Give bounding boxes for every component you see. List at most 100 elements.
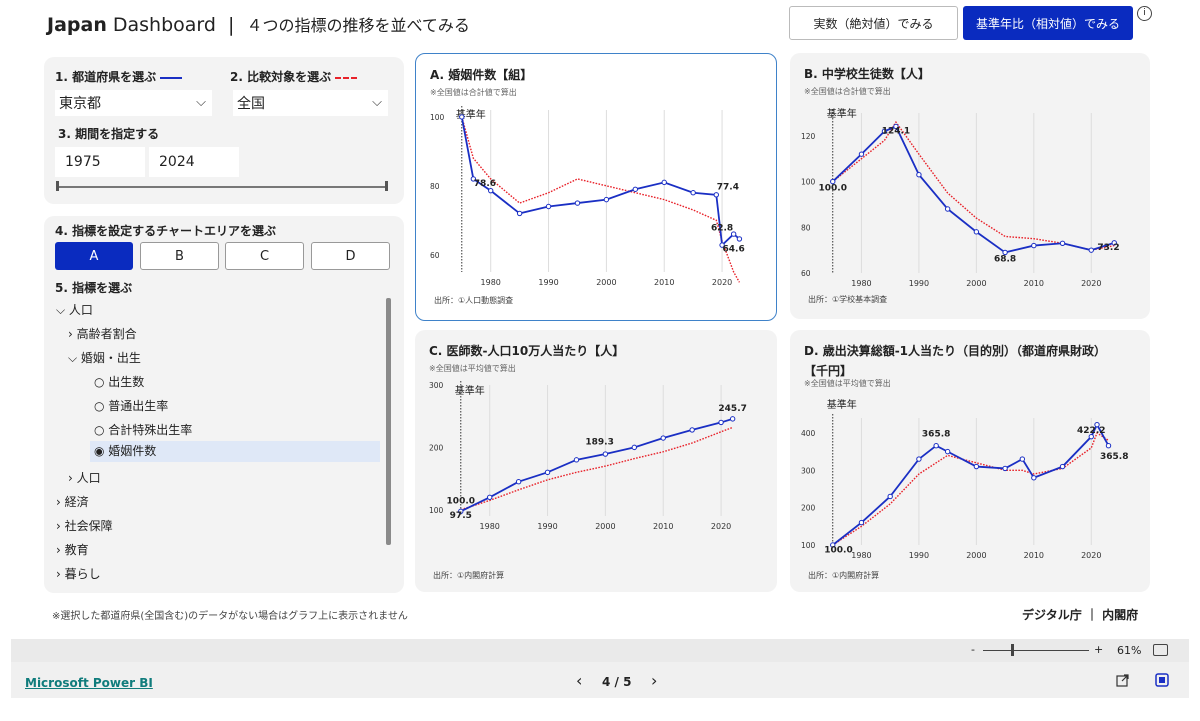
zoom-slider-track[interactable] (983, 650, 1089, 651)
series-tokyo-point (973, 463, 980, 470)
data-label: 189.3 (585, 437, 613, 447)
series-tokyo-point (830, 542, 836, 548)
prefecture-select[interactable]: 東京都 ⌵ (55, 90, 212, 116)
series-tokyo-line (460, 418, 733, 513)
series-national-line (832, 431, 1109, 546)
period-slider-end-handle[interactable] (385, 181, 388, 191)
chart-b-svg: 1980 1990 2000 2010 2020 120 100 80 60 基準年 100.0 12… (801, 107, 1120, 288)
series-tokyo-point (713, 192, 719, 198)
tree-item-elderly-ratio[interactable]: › 高齢者割合 (68, 327, 137, 341)
tree-item-living[interactable]: › 暮らし (56, 567, 101, 581)
step3-label: 3. 期間を指定する (58, 127, 160, 141)
area-c-button[interactable]: C (225, 242, 304, 270)
y-tick-label: 200 (801, 504, 816, 513)
data-label: 100.0 (819, 184, 847, 194)
area-b-button[interactable]: B (140, 242, 219, 270)
tree-item-births[interactable]: ○ 出生数 (94, 375, 145, 389)
series-tokyo-point (973, 229, 980, 235)
chart-card-c[interactable]: C. 医師数-人口10万人当たり【人】 ※全国値は平均値で算出 1980 1990… (415, 330, 777, 592)
series-tokyo-point (729, 416, 736, 422)
x-tick-label: 2010 (653, 522, 673, 531)
series-tokyo-point (730, 231, 737, 237)
data-label: 97.5 (450, 511, 472, 521)
series-tokyo-point (515, 478, 522, 485)
period-slider-start-handle[interactable] (56, 181, 59, 191)
chart-card-a[interactable]: A. 婚姻件数【組】 ※全国値は合計値で算出 1980 1990 2000 2010 2… (415, 53, 777, 321)
period-slider-track[interactable] (58, 186, 387, 188)
chart-c-note: ※全国値は平均値で算出 (429, 364, 516, 373)
series-tokyo-point (661, 179, 667, 186)
series-tokyo-point (631, 444, 638, 451)
tree-item-economy[interactable]: › 経済 (56, 495, 89, 509)
series-tokyo-point (459, 114, 465, 120)
zoom-slider-handle[interactable] (1011, 644, 1014, 656)
chart-card-d[interactable]: D. 歳出決算総額-1人当たり（目的別）（都道府県財政） 【千円】 ※全国値は平… (790, 330, 1150, 592)
credit: デジタル庁 ｜ 内閣府 (1022, 608, 1139, 622)
zoom-out-button[interactable]: - (971, 643, 975, 656)
start-year-input[interactable]: 1975 (55, 147, 145, 177)
chart-d-source: 出所：①内閣府計算 (808, 571, 880, 580)
compare-select-value: 全国 (237, 96, 265, 112)
series-tokyo-point (458, 508, 464, 515)
next-page-icon[interactable]: › (651, 671, 658, 690)
tree-scrollbar[interactable] (386, 298, 391, 545)
tree-item-education[interactable]: › 教育 (56, 543, 89, 557)
tree-item-total-fertility-rate[interactable]: ○ 合計特殊出生率 (94, 423, 193, 437)
x-tick-label: 2020 (711, 522, 731, 531)
actual-values-button[interactable]: 実数（絶対値）でみる (789, 6, 958, 40)
y-tick-label: 100 (801, 541, 816, 550)
chart-card-b[interactable]: B. 中学校生徒数【人】 ※全国値は合計値で算出 1980 1990 2000 201… (790, 53, 1150, 319)
data-label: 245.7 (718, 404, 746, 414)
series-tokyo-point (893, 123, 899, 130)
series-tokyo-point (689, 427, 695, 433)
series-tokyo-point (1088, 247, 1094, 253)
chart-b-note: ※全国値は合計値で算出 (804, 87, 891, 96)
info-icon[interactable]: i (1137, 6, 1152, 21)
tree-item-crude-birth-rate[interactable]: ○ 普通出生率 (94, 399, 169, 413)
area-a-button[interactable]: A (55, 242, 133, 270)
y-tick-label: 300 (801, 466, 816, 475)
compare-select[interactable]: 全国 ⌵ (233, 90, 388, 116)
share-icon[interactable] (1116, 673, 1130, 687)
series-tokyo-point (1002, 249, 1008, 256)
y-tick-label: 60 (430, 251, 440, 260)
relative-values-button[interactable]: 基準年比（相対値）でみる (963, 6, 1133, 40)
power-bi-link[interactable]: Microsoft Power BI (25, 676, 153, 690)
series-tokyo-point (1105, 443, 1112, 449)
end-year-input[interactable]: 2024 (149, 147, 239, 177)
tree-item-population-sub[interactable]: › 人口 (68, 471, 101, 485)
series-tokyo-point (916, 172, 922, 178)
series-tokyo-point (858, 519, 865, 526)
series-tokyo-point (603, 196, 610, 203)
tree-item-population[interactable]: ⌵ 人口 (56, 303, 93, 317)
tree-item-marriages-selected[interactable]: ◉ 婚姻件数 (90, 441, 380, 462)
fit-to-page-icon[interactable] (1153, 644, 1168, 656)
x-tick-label: 2000 (966, 279, 986, 288)
series-tokyo-line (460, 116, 741, 248)
x-tick-label: 1980 (851, 279, 871, 288)
series-tokyo-point (718, 419, 724, 426)
fullscreen-icon[interactable] (1155, 673, 1169, 687)
data-label: 100.0 (447, 497, 475, 507)
x-tick-label: 2000 (966, 551, 986, 560)
chevron-down-icon: ⌵ (372, 95, 382, 110)
x-tick-label: 1980 (480, 522, 500, 531)
zoom-in-button[interactable]: + (1094, 643, 1104, 656)
indicator-panel: 4. 指標を設定するチャートエリアを選ぶ A B C D 5. 指標を選ぶ ⌵ … (44, 216, 404, 593)
tree-item-marriage-birth[interactable]: ⌵ 婚姻・出生 (68, 351, 141, 365)
series-tokyo-point (858, 151, 865, 157)
data-label: 365.8 (922, 430, 950, 440)
x-tick-label: 2010 (654, 278, 674, 287)
y-tick-label: 100 (430, 113, 445, 122)
data-label: 73.2 (1097, 243, 1119, 253)
prev-page-icon[interactable]: ‹ (576, 671, 583, 690)
area-d-button[interactable]: D (311, 242, 390, 270)
series-tokyo-point (602, 451, 609, 457)
series-tokyo-point (516, 210, 523, 217)
x-tick-label: 2000 (596, 278, 616, 287)
page-indicator: 4 / 5 (602, 675, 632, 689)
step4-label: 4. 指標を設定するチャートエリアを選ぶ (55, 224, 276, 238)
chevron-down-icon: ⌵ (196, 95, 206, 110)
tree-item-social-security[interactable]: › 社会保障 (56, 519, 113, 533)
series-tokyo-point (944, 206, 951, 212)
